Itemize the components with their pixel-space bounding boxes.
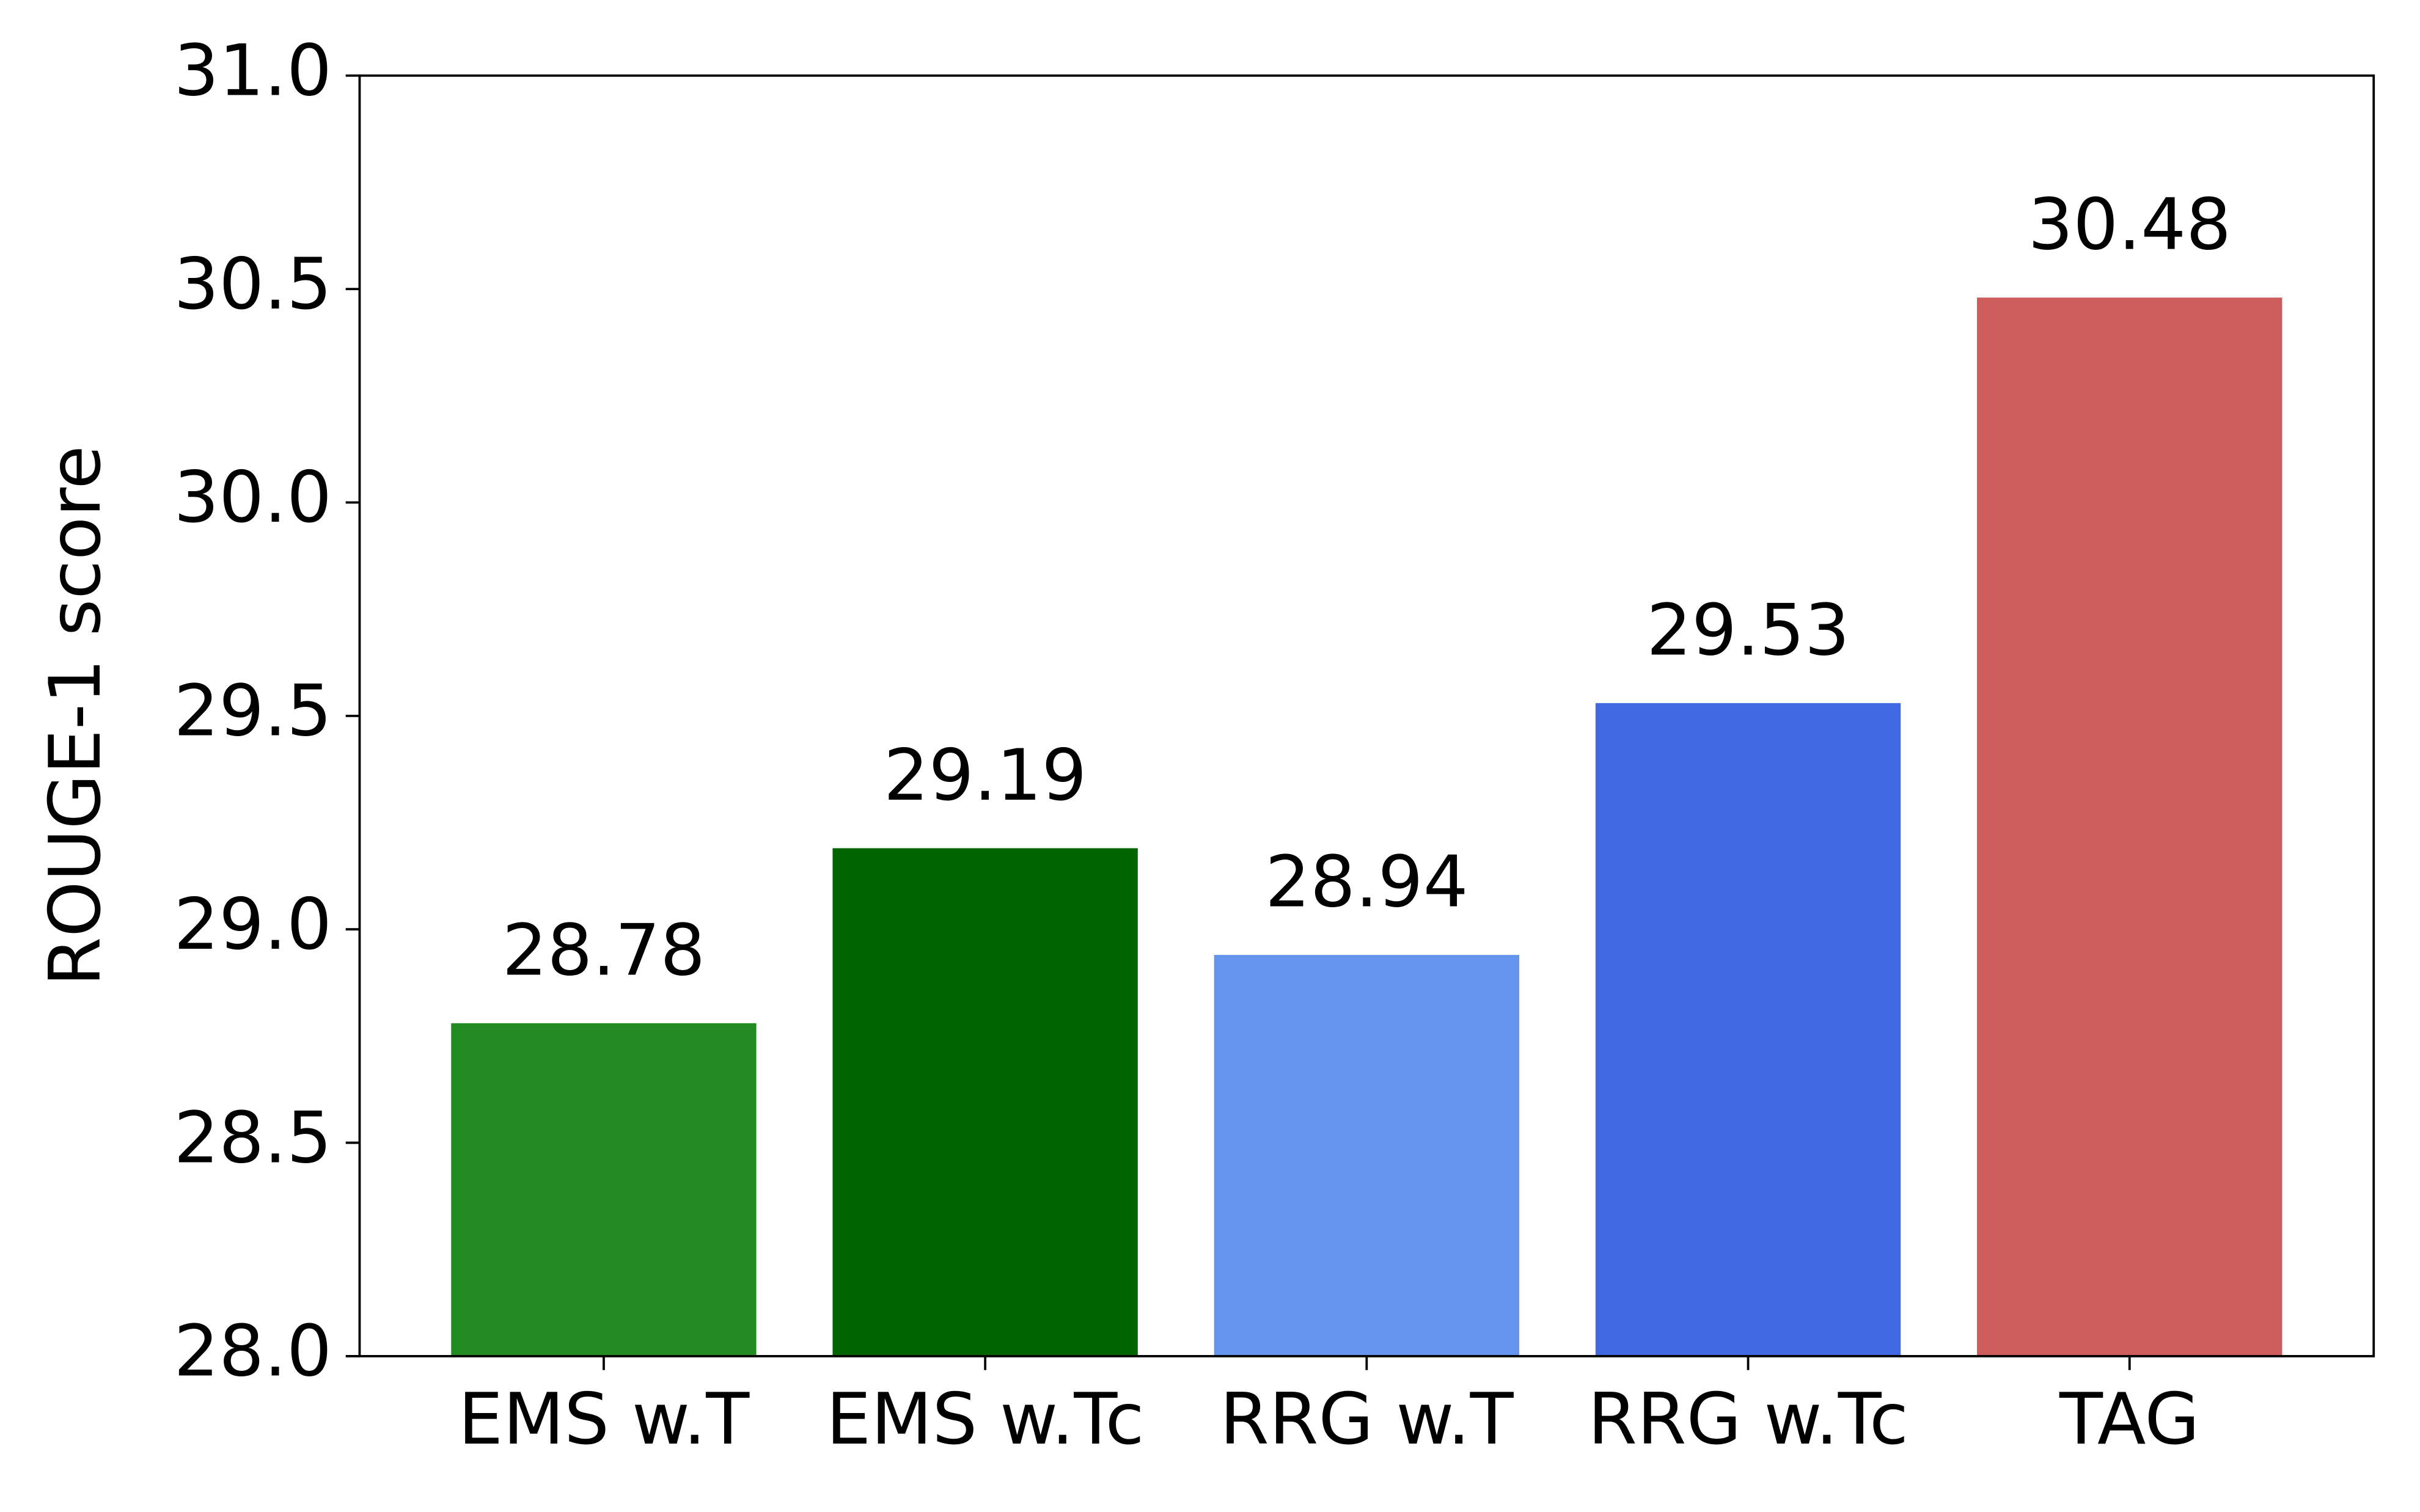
value-label: 30.48 xyxy=(2028,184,2231,266)
x-tick-label: RRG w.Tc xyxy=(1588,1378,1909,1461)
bar xyxy=(1214,955,1520,1356)
bar xyxy=(1595,703,1901,1356)
bar xyxy=(832,848,1138,1356)
value-label: 28.78 xyxy=(502,910,706,992)
value-label: 28.94 xyxy=(1265,841,1469,924)
x-tick-label: RRG w.T xyxy=(1220,1378,1514,1461)
x-tick-label: TAG xyxy=(2059,1378,2199,1461)
y-tick-label: 31.0 xyxy=(174,29,332,112)
bar xyxy=(1977,298,2282,1356)
y-tick-label: 28.5 xyxy=(174,1097,332,1179)
y-tick-label: 28.0 xyxy=(174,1310,332,1393)
y-axis-label: ROUGE-1 score xyxy=(34,445,117,986)
x-tick-label: EMS w.T xyxy=(458,1378,750,1461)
bar xyxy=(451,1023,757,1356)
value-label: 29.53 xyxy=(1646,589,1850,671)
plot-frame xyxy=(358,74,2375,1357)
value-label: 29.19 xyxy=(884,734,1087,817)
y-tick-label: 30.5 xyxy=(174,243,332,326)
y-tick-label: 29.5 xyxy=(174,670,332,753)
y-tick-label: 29.0 xyxy=(174,883,332,966)
x-tick-label: EMS w.Tc xyxy=(826,1378,1145,1461)
y-tick-label: 30.0 xyxy=(174,456,332,539)
